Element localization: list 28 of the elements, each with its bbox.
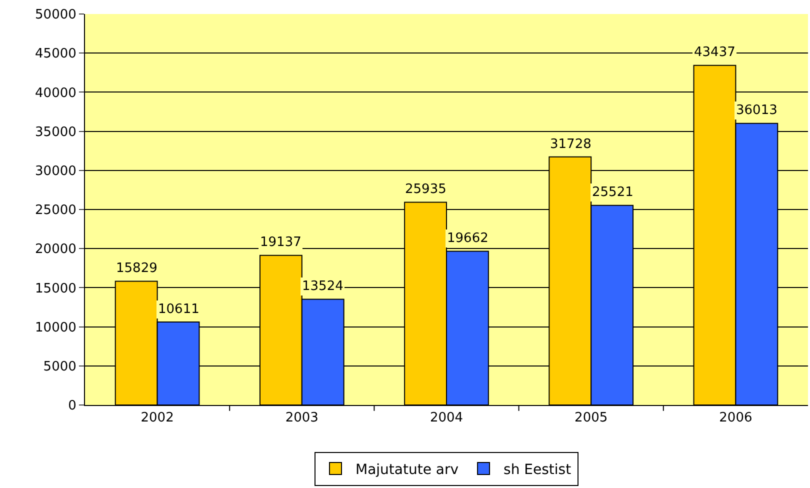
data-label: 13524 <box>302 279 344 294</box>
legend-label: sh Eestist <box>504 462 572 478</box>
x-tick-label: 2004 <box>430 410 464 426</box>
y-tick-label: 5000 <box>43 359 76 374</box>
y-tick-label: 0 <box>68 398 76 414</box>
x-tick-label: 2002 <box>140 410 174 426</box>
y-tick-label: 30000 <box>35 164 76 179</box>
data-label: 25935 <box>405 182 446 197</box>
legend-label: Majutatute arv <box>356 462 459 478</box>
y-tick-label: 50000 <box>35 8 76 23</box>
y-tick-label: 25000 <box>35 203 76 218</box>
x-tick-label: 2006 <box>719 410 752 426</box>
data-label: 31728 <box>550 137 592 152</box>
data-label: 25521 <box>592 185 634 200</box>
y-tick-label: 45000 <box>35 46 76 62</box>
x-tick-label: 2003 <box>285 410 318 426</box>
data-label: 43437 <box>694 45 736 60</box>
data-label: 36013 <box>736 103 778 118</box>
x-tick-label: 2005 <box>574 410 608 426</box>
y-tick-label: 15000 <box>35 281 76 296</box>
y-tick-label: 20000 <box>35 242 76 258</box>
data-label: 19662 <box>447 231 488 246</box>
y-tick-label: 10000 <box>35 320 76 336</box>
data-label: 10611 <box>158 302 200 317</box>
data-label: 15829 <box>116 261 158 276</box>
y-tick-label: 35000 <box>35 124 76 140</box>
y-tick-label: 40000 <box>35 86 76 101</box>
data-label: 19137 <box>260 235 302 250</box>
